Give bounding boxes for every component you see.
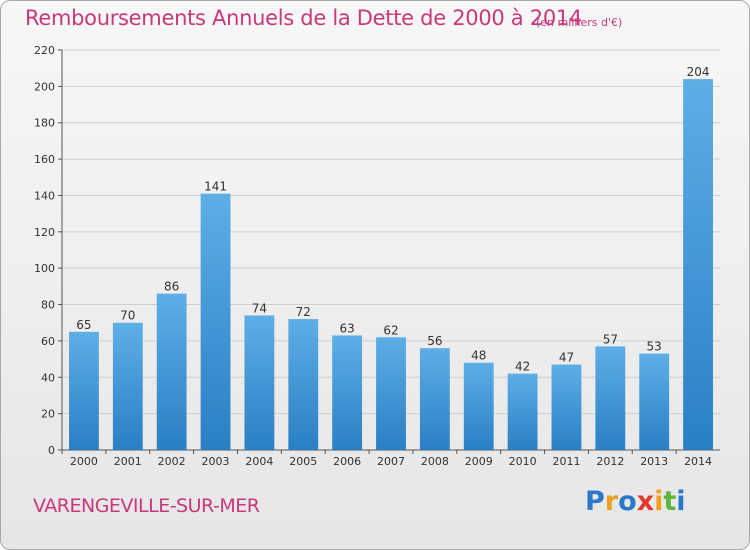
y-tick-label: 100	[34, 262, 55, 275]
x-tick-label: 2000	[70, 455, 98, 468]
bar-2011	[551, 364, 582, 450]
labels: 0 20 40 60 80 100 120 140 160 180 200 220 65 2000 70 20…	[34, 44, 712, 468]
bars	[69, 79, 713, 451]
bar-2003	[200, 193, 231, 451]
x-tick-label: 2009	[465, 455, 493, 468]
y-tick-label: 120	[34, 226, 55, 239]
bar-2000	[69, 331, 99, 450]
bar-2007	[376, 337, 406, 450]
value-label: 70	[120, 309, 135, 323]
value-label: 62	[383, 323, 398, 337]
x-tick-label: 2001	[114, 455, 142, 468]
value-label: 72	[296, 305, 311, 319]
y-tick-label: 40	[41, 371, 55, 384]
x-tick-label: 2002	[158, 455, 186, 468]
x-tick-label: 2006	[333, 455, 361, 468]
proxiti-logo[interactable]: Proxiti	[585, 486, 686, 517]
bar-2012	[595, 346, 626, 450]
value-label: 53	[647, 340, 662, 354]
commune-name: VARENGEVILLE-SUR-MER	[33, 495, 260, 517]
x-tick-label: 2011	[552, 455, 580, 468]
logo-letter: P	[585, 486, 605, 517]
x-tick-label: 2005	[289, 455, 317, 468]
value-label: 56	[427, 334, 442, 348]
value-label: 74	[252, 301, 267, 315]
bar-2008	[419, 348, 450, 450]
x-tick-label: 2004	[245, 455, 273, 468]
y-tick-label: 220	[34, 44, 55, 57]
y-tick-label: 140	[34, 189, 55, 202]
value-label: 42	[515, 360, 530, 374]
logo-letter: t	[663, 486, 677, 517]
y-tick-label: 200	[34, 80, 55, 93]
x-tick-label: 2008	[421, 455, 449, 468]
logo-letter: o	[618, 486, 637, 517]
value-label: 57	[603, 332, 618, 346]
bar-2014	[683, 79, 713, 450]
x-tick-label: 2012	[596, 455, 624, 468]
chart-title: Remboursements Annuels de la Dette de 20…	[25, 6, 582, 30]
bar-2001	[112, 322, 143, 450]
y-tick-label: 20	[41, 408, 55, 421]
bar-2013	[639, 353, 670, 450]
logo-letter: x	[636, 486, 655, 517]
y-tick-label: 160	[34, 153, 55, 166]
x-tick-label: 2010	[509, 455, 537, 468]
logo-letter: r	[604, 486, 619, 517]
bar-2002	[156, 293, 187, 450]
bar-2006	[332, 335, 363, 450]
x-tick-label: 2007	[377, 455, 405, 468]
value-label: 48	[471, 349, 486, 363]
value-label: 86	[164, 280, 179, 294]
logo-letter: i	[654, 486, 664, 517]
value-label: 65	[76, 318, 91, 332]
bar-2005	[288, 319, 319, 450]
x-tick-label: 2003	[202, 455, 230, 468]
x-tick-label: 2014	[684, 455, 712, 468]
bar-2004	[244, 315, 275, 450]
value-label: 141	[204, 180, 227, 194]
bar-2010	[507, 373, 538, 450]
value-label: 47	[559, 351, 574, 365]
x-tick-label: 2013	[640, 455, 668, 468]
unit-note: (en milliers d'€)	[536, 16, 623, 29]
value-label: 63	[339, 321, 354, 335]
bar-2009	[463, 362, 494, 450]
y-tick-label: 80	[41, 299, 55, 312]
y-tick-label: 60	[41, 335, 55, 348]
value-label: 204	[687, 65, 710, 79]
logo-letter: i	[676, 486, 686, 517]
y-tick-label: 180	[34, 117, 55, 130]
y-tick-label: 0	[48, 444, 55, 457]
